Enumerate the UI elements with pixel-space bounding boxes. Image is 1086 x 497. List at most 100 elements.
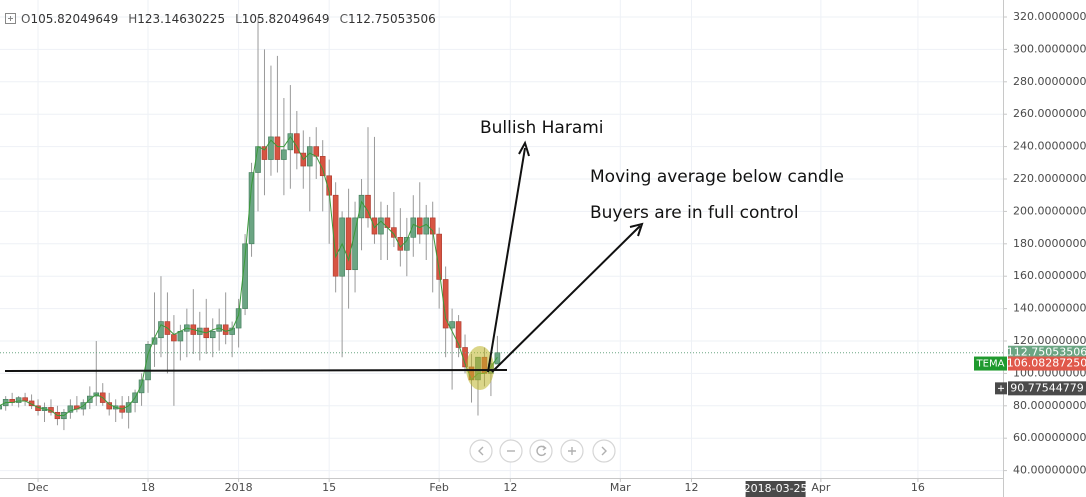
candle-body <box>358 194 365 219</box>
candle <box>404 217 410 277</box>
ohlc-header: O105.82049649 H123.14630225 L105.82049649 C… <box>21 12 436 26</box>
candle <box>319 140 326 212</box>
candle-body <box>345 217 352 271</box>
candle-body <box>410 217 417 238</box>
candle <box>410 195 417 257</box>
candle-body <box>391 227 397 238</box>
candle <box>429 201 436 293</box>
candle <box>209 318 216 358</box>
candle-body <box>281 149 287 160</box>
candle-body <box>229 327 235 335</box>
price-label-box <box>1008 345 1086 360</box>
candle-body <box>352 217 358 271</box>
nav-buttons[interactable] <box>469 439 616 463</box>
y-tick-label: 160.00000000 <box>1013 269 1086 282</box>
x-tick-label: Feb <box>429 481 448 494</box>
candle <box>494 335 501 365</box>
header-key: C <box>340 12 348 26</box>
candle <box>261 49 268 196</box>
x-tick-label: 2018 <box>225 481 253 494</box>
candle <box>306 136 313 212</box>
candle <box>378 201 384 261</box>
reset[interactable] <box>529 439 553 463</box>
x-tick-label: 16 <box>911 481 925 494</box>
y-tick-label: 320.00000000 <box>1013 10 1086 23</box>
x-tick-label: Dec <box>27 481 48 494</box>
y-tick-label: 220.00000000 <box>1013 172 1086 185</box>
tema-line <box>0 135 498 417</box>
header-value: 105.82049649 <box>242 12 330 26</box>
candle <box>455 315 462 358</box>
candle-body <box>365 194 371 219</box>
candle <box>235 298 242 348</box>
candle-body <box>209 330 216 339</box>
y-tick-label: 80.00000000 <box>1013 399 1086 412</box>
candle <box>67 399 74 419</box>
header-icon-plus <box>8 16 13 21</box>
price-label: 112.75053506 <box>1007 346 1086 359</box>
candle <box>15 396 22 408</box>
annotation: Moving average below candle <box>590 167 844 187</box>
support-line <box>4 369 508 372</box>
x-tick-label: 15 <box>322 481 336 494</box>
candle-body <box>158 321 164 339</box>
candle-body <box>442 279 449 329</box>
candle-body <box>67 405 74 413</box>
scroll-right[interactable] <box>592 439 616 463</box>
candle <box>229 321 235 358</box>
x-tick-label: 18 <box>141 481 155 494</box>
annotation: Bullish Harami <box>480 118 604 138</box>
x-tick-label: 12 <box>503 481 517 494</box>
candle-body <box>319 156 326 177</box>
price-label: 106.08287250 <box>1007 357 1086 370</box>
header-key: L <box>235 12 242 26</box>
candle-body <box>138 379 145 394</box>
header-value: 112.75053506 <box>348 12 436 26</box>
y-tick-label: 60.00000000 <box>1013 431 1086 444</box>
candle-body <box>339 217 345 277</box>
nav-icons <box>478 445 607 457</box>
candle-body <box>378 217 384 235</box>
candle-body <box>429 217 436 235</box>
candle-body <box>397 237 404 251</box>
header-value: 123.14630225 <box>137 12 225 26</box>
candle-body <box>404 237 410 251</box>
candle-body <box>455 321 462 348</box>
arrow <box>491 225 641 373</box>
y-tick-label: 240.00000000 <box>1013 140 1086 153</box>
candle-body <box>171 334 177 342</box>
crosshair-x-label: 2018-03-25 <box>744 482 808 495</box>
y-tick-label: 260.00000000 <box>1013 107 1086 120</box>
candle-body <box>0 405 3 410</box>
crosshair-x-box <box>745 481 806 497</box>
y-tick-label: 200.00000000 <box>1013 204 1086 217</box>
crosshair-add-icon <box>998 385 1004 392</box>
candle <box>442 266 449 358</box>
header-icon[interactable] <box>5 13 16 24</box>
candle-body <box>306 146 313 167</box>
x-tick-label: Mar <box>610 481 631 494</box>
scroll-left[interactable] <box>469 439 493 463</box>
candle <box>268 65 274 176</box>
candle <box>449 308 455 390</box>
candle-body <box>268 136 274 160</box>
header-key: H <box>128 12 137 26</box>
arrow-head <box>518 140 530 157</box>
candle-body <box>222 324 229 335</box>
header-value: 105.82049649 <box>30 12 118 26</box>
candle-body <box>145 343 151 381</box>
y-tick-label: 280.00000000 <box>1013 75 1086 88</box>
highlight-ellipse <box>466 346 494 390</box>
y-tick-label: 140.00000000 <box>1013 302 1086 315</box>
price-label-box <box>1008 356 1086 371</box>
candle-body <box>313 146 320 157</box>
candle-body <box>15 397 22 403</box>
candle <box>345 188 352 309</box>
candle <box>397 208 404 267</box>
candle <box>0 405 3 410</box>
candle-body <box>177 330 184 342</box>
y-tick-label: 40.00000000 <box>1013 464 1086 477</box>
x-tick-label: 12 <box>684 481 698 494</box>
